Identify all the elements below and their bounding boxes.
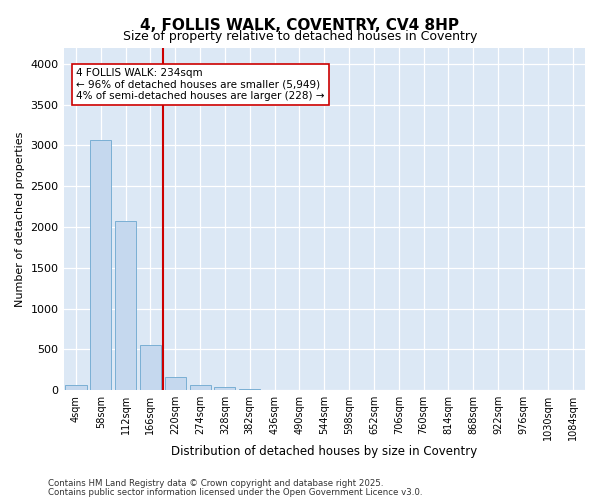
Y-axis label: Number of detached properties: Number of detached properties <box>15 131 25 306</box>
Bar <box>140 345 161 390</box>
Bar <box>65 384 86 390</box>
Text: 4, FOLLIS WALK, COVENTRY, CV4 8HP: 4, FOLLIS WALK, COVENTRY, CV4 8HP <box>140 18 460 32</box>
Text: Contains public sector information licensed under the Open Government Licence v3: Contains public sector information licen… <box>48 488 422 497</box>
X-axis label: Distribution of detached houses by size in Coventry: Distribution of detached houses by size … <box>171 444 478 458</box>
Bar <box>90 140 112 390</box>
Bar <box>115 222 136 390</box>
Text: 4 FOLLIS WALK: 234sqm
← 96% of detached houses are smaller (5,949)
4% of semi-de: 4 FOLLIS WALK: 234sqm ← 96% of detached … <box>76 68 325 101</box>
Text: Contains HM Land Registry data © Crown copyright and database right 2025.: Contains HM Land Registry data © Crown c… <box>48 479 383 488</box>
Bar <box>165 377 186 390</box>
Bar <box>214 386 235 390</box>
Text: Size of property relative to detached houses in Coventry: Size of property relative to detached ho… <box>123 30 477 43</box>
Bar <box>190 386 211 390</box>
